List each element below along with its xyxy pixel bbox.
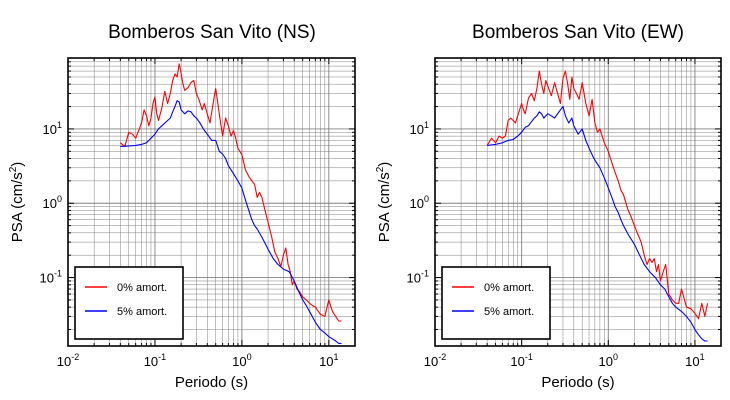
y-tick-exponent: 1 (424, 120, 429, 130)
y-tick-label: 101 (43, 120, 62, 137)
plot-frame (67, 57, 356, 347)
plot-frame (434, 57, 722, 347)
x-tick-exponent: -2 (438, 352, 446, 362)
x-tick-label: 10-2 (57, 352, 79, 369)
y-axis-label: PSA (cm/s2) (8, 162, 26, 243)
y-axis-label-end: ) (376, 162, 393, 167)
x-tick-label: 10-1 (144, 352, 166, 369)
y-tick-base: 10 (407, 271, 421, 286)
x-tick-base: 10 (510, 354, 524, 369)
y-axis-label-base: PSA (cm/s (9, 172, 26, 242)
y-axis-label-exponent: 2 (8, 166, 19, 172)
y-tick-label: 10-1 (40, 269, 62, 286)
y-axis-label-base: PSA (cm/s (376, 172, 393, 242)
legend-box (74, 266, 184, 340)
x-tick-base: 10 (57, 354, 71, 369)
y-tick-base: 10 (410, 122, 424, 137)
x-tick-base: 10 (424, 354, 438, 369)
x-tick-base: 10 (685, 354, 699, 369)
legend-label-1: 5% amort. (117, 306, 167, 318)
x-tick-label: 101 (685, 352, 704, 369)
y-tick-base: 10 (40, 271, 54, 286)
x-tick-label: 101 (319, 352, 338, 369)
y-tick-label: 10-1 (407, 269, 429, 286)
y-tick-exponent: -1 (54, 269, 62, 279)
x-tick-label: 10-2 (424, 352, 446, 369)
series-line-0 (119, 63, 342, 322)
y-axis-label: PSA (cm/s2) (375, 162, 393, 243)
y-tick-base: 10 (43, 196, 57, 211)
x-tick-exponent: 0 (613, 352, 618, 362)
legend-box (441, 266, 551, 340)
x-tick-label: 100 (232, 352, 251, 369)
x-tick-exponent: 1 (700, 352, 705, 362)
x-tick-exponent: -2 (71, 352, 79, 362)
chart-title: Bomberos San Vito (EW) (472, 22, 684, 43)
x-axis-label: Periodo (s) (541, 374, 614, 391)
x-tick-exponent: -1 (525, 352, 533, 362)
y-tick-exponent: 0 (57, 194, 62, 204)
x-tick-base: 10 (319, 354, 333, 369)
legend-label-1: 5% amort. (484, 306, 534, 318)
x-tick-label: 10-1 (510, 352, 532, 369)
x-tick-exponent: 1 (334, 352, 339, 362)
series-line-1 (120, 100, 342, 344)
y-tick-exponent: -1 (421, 269, 429, 279)
y-tick-label: 100 (410, 194, 429, 211)
y-tick-label: 101 (410, 120, 429, 137)
x-tick-label: 100 (599, 352, 618, 369)
y-tick-base: 10 (410, 196, 424, 211)
y-tick-exponent: 0 (424, 194, 429, 204)
x-tick-exponent: 0 (247, 352, 252, 362)
y-tick-base: 10 (43, 122, 57, 137)
x-tick-base: 10 (144, 354, 158, 369)
legend-label-0: 0% amort. (484, 282, 534, 294)
legend: 0% amort. 5% amort. (74, 266, 184, 340)
x-axis-label: Periodo (s) (175, 374, 248, 391)
gridlines (67, 57, 356, 346)
y-tick-exponent: 1 (57, 120, 62, 130)
y-axis-label-end: ) (9, 162, 26, 167)
legend-label-0: 0% amort. (117, 282, 167, 294)
x-tick-base: 10 (599, 354, 613, 369)
y-axis-label-exponent: 2 (375, 166, 386, 172)
series-line-0 (486, 70, 709, 320)
chart-title: Bomberos San Vito (NS) (108, 22, 316, 43)
y-tick-label: 100 (43, 194, 62, 211)
legend: 0% amort. 5% amort. (441, 266, 551, 340)
series-line-1 (487, 105, 708, 342)
x-tick-exponent: -1 (158, 352, 166, 362)
x-tick-base: 10 (232, 354, 246, 369)
